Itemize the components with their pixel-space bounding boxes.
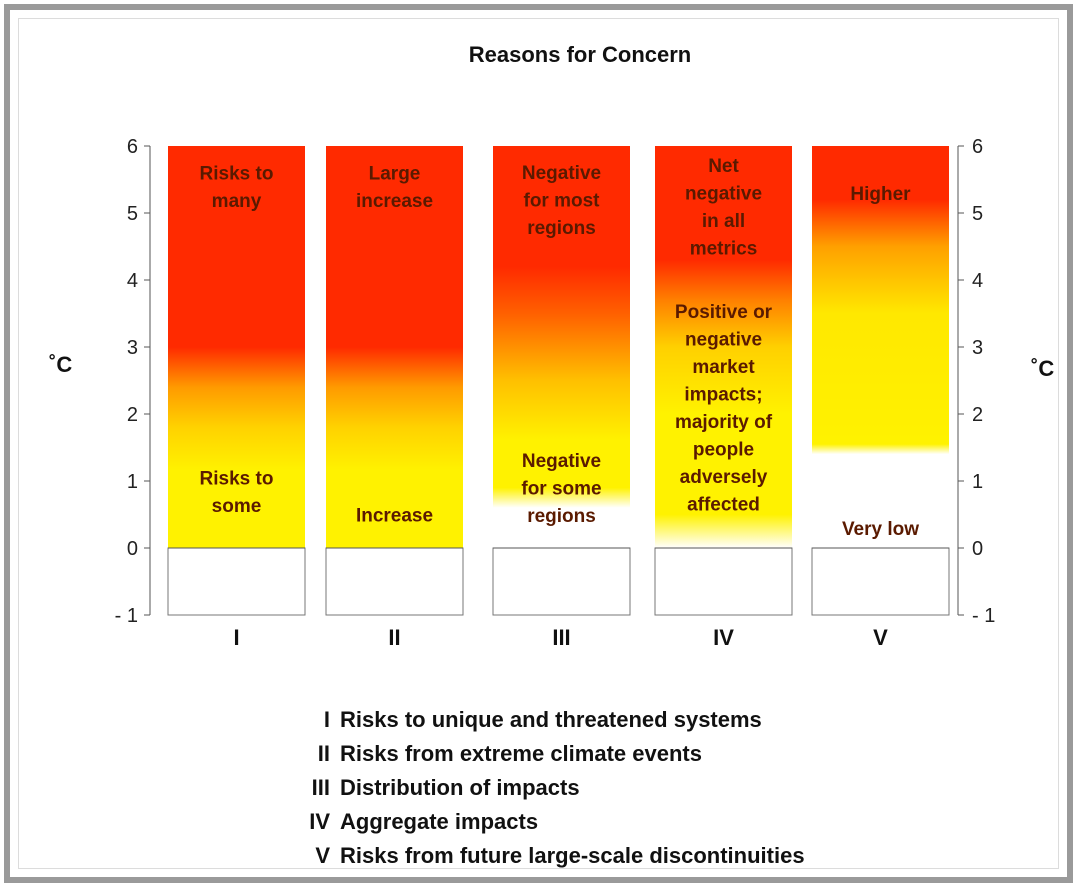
chart-title: Reasons for Concern	[468, 42, 692, 67]
legend-item-id: IV	[309, 809, 330, 834]
column-label-text: adversely	[680, 467, 768, 488]
y-tick-label-right: 6	[972, 136, 983, 158]
column-base-V	[811, 547, 950, 616]
y-tick-label-left: 5	[127, 203, 138, 225]
column-label-text: Negative	[522, 451, 601, 472]
column-bar-IV	[655, 146, 792, 548]
column-base-III	[492, 547, 631, 616]
y-tick-label-left: 2	[127, 404, 138, 426]
y-tick-label-left: 0	[127, 538, 138, 560]
y-tick-label-right: 5	[972, 203, 983, 225]
y-tick-label-right: 0	[972, 538, 983, 560]
y-tick-label-right: 3	[972, 337, 983, 359]
y-tick-label-right: - 1	[972, 605, 995, 627]
legend-item-id: III	[311, 775, 330, 800]
x-tick-label: IV	[713, 625, 734, 650]
column-label-text: people	[693, 440, 754, 461]
column-label-text: affected	[687, 495, 760, 516]
legend-item-id: II	[317, 741, 330, 766]
column-label-text: regions	[527, 506, 596, 527]
legend-item-id: I	[323, 707, 330, 732]
column-bar-III	[493, 146, 630, 548]
legend-item-label: Risks to unique and threatened systems	[340, 707, 762, 732]
column-label-text: Increase	[356, 506, 433, 527]
column-label-text: market	[692, 357, 755, 378]
y-tick-label-left: 3	[127, 337, 138, 359]
column-label-text: Positive or	[675, 302, 773, 323]
column-bar-I	[168, 146, 305, 548]
y-tick-label-left: 6	[127, 136, 138, 158]
x-tick-label: I	[233, 625, 239, 650]
y-tick-label-right: 1	[972, 471, 983, 493]
y-tick-label-left: 4	[127, 270, 138, 292]
column-label-text: some	[212, 496, 262, 517]
column-label-text: negative	[685, 330, 762, 351]
legend-item-id: V	[315, 843, 330, 868]
column-label-text: Large	[369, 163, 421, 184]
legend-item-label: Aggregate impacts	[340, 809, 539, 834]
legend-item-label: Risks from future large-scale discontinu…	[340, 843, 805, 868]
x-tick-label: V	[873, 625, 888, 650]
column-label-text: in all	[702, 211, 745, 232]
column-label-text: many	[212, 191, 262, 212]
legend-item: IV Aggregate impacts	[288, 808, 805, 842]
y-tick-label-left: - 1	[115, 605, 138, 627]
column-bar-II	[326, 146, 463, 548]
column-label-text: regions	[527, 218, 596, 239]
legend: I Risks to unique and threatened systems…	[288, 706, 805, 876]
column-label-text: Higher	[850, 184, 911, 205]
column-label-text: Very low	[842, 519, 919, 540]
column-base-IV	[654, 547, 793, 616]
column-label-text: increase	[356, 191, 433, 212]
y-tick-label-right: 2	[972, 404, 983, 426]
column-label-text: impacts;	[684, 385, 762, 406]
legend-item-label: Risks from extreme climate events	[340, 741, 702, 766]
frame-inner-border	[18, 18, 1059, 869]
y-axis-label-right: ˚C	[1031, 356, 1055, 381]
column-label-text: Risks to	[200, 468, 274, 489]
column-bar-V	[812, 146, 949, 548]
column-label-text: for some	[521, 479, 601, 500]
column-label-text: Negative	[522, 163, 601, 184]
column-label-text: Net	[708, 156, 739, 177]
column-label-text: metrics	[690, 239, 758, 260]
column-base-I	[167, 547, 306, 616]
legend-item: I Risks to unique and threatened systems	[288, 706, 805, 740]
column-label-text: majority of	[675, 412, 773, 433]
y-axis-label-left: ˚C	[49, 352, 73, 377]
x-tick-label: III	[552, 625, 570, 650]
x-tick-label: II	[388, 625, 400, 650]
y-tick-label-left: 1	[127, 471, 138, 493]
column-base-II	[325, 547, 464, 616]
column-label-text: Risks to	[200, 163, 274, 184]
legend-item: V Risks from future large-scale disconti…	[288, 842, 805, 876]
y-tick-label-right: 4	[972, 270, 983, 292]
column-label-text: negative	[685, 184, 762, 205]
column-label-text: for most	[524, 191, 601, 212]
legend-item-label: Distribution of impacts	[340, 775, 580, 800]
legend-item: III Distribution of impacts	[288, 774, 805, 808]
legend-item: II Risks from extreme climate events	[288, 740, 805, 774]
